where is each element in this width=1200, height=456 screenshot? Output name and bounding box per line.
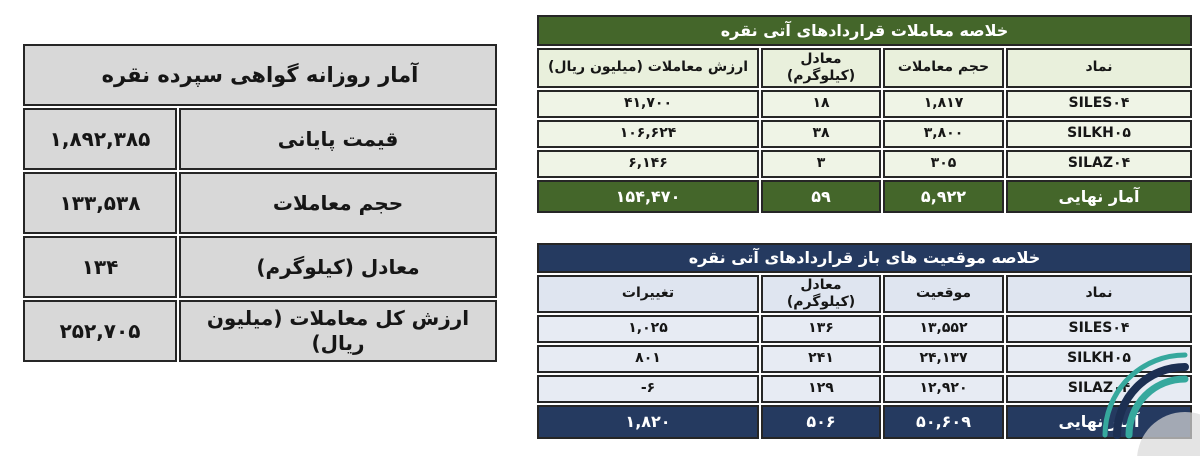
positions-table-title: خلاصه موقعیت های باز قراردادهای آتی نقره — [537, 243, 1192, 273]
column-header-symbol: نماد — [1006, 275, 1192, 313]
table-footer-row: آمار نهایی ۵,۹۲۲ ۵۹ ۱۵۴,۴۷۰ — [537, 180, 1192, 213]
final-change-cell: ۱,۸۲۰ — [537, 405, 759, 439]
volume-cell: ۳۰۵ — [883, 150, 1004, 178]
table-row: ارزش کل معاملات (میلیون ریال) ۲۵۲,۷۰۵ — [23, 300, 497, 362]
table-row: SILAZ۰۴ ۱۲,۹۲۰ ۱۲۹ -۶ — [537, 375, 1192, 403]
closing-price-value: ۱,۸۹۲,۳۸۵ — [23, 108, 177, 170]
symbol-cell: SILES۰۴ — [1006, 90, 1192, 118]
daily-certificate-table: آمار روزانه گواهی سپرده نقره قیمت پایانی… — [23, 44, 497, 362]
change-cell: ۸۰۱ — [537, 345, 759, 373]
column-header-position: موقعیت — [883, 275, 1004, 313]
total-value-value: ۲۵۲,۷۰۵ — [23, 300, 177, 362]
value-cell: ۶,۱۴۶ — [537, 150, 759, 178]
kg-cell: ۲۴۱ — [761, 345, 881, 373]
final-stats-label: آمار نهایی — [1006, 180, 1192, 213]
futures-trades-table: خلاصه معاملات قراردادهای آتی نقره نماد ح… — [537, 15, 1192, 213]
change-cell: -۶ — [537, 375, 759, 403]
column-header-kg: معادل (کیلوگرم) — [761, 275, 881, 313]
daily-table-title: آمار روزانه گواهی سپرده نقره — [23, 44, 497, 106]
table-row: قیمت پایانی ۱,۸۹۲,۳۸۵ — [23, 108, 497, 170]
table-row: معادل (کیلوگرم) ۱۳۴ — [23, 236, 497, 298]
table-row: SILKH۰۵ ۲۴,۱۳۷ ۲۴۱ ۸۰۱ — [537, 345, 1192, 373]
kg-cell: ۱۲۹ — [761, 375, 881, 403]
open-positions-table: خلاصه موقعیت های باز قراردادهای آتی نقره… — [537, 243, 1192, 439]
closing-price-label: قیمت پایانی — [179, 108, 497, 170]
kg-cell: ۳ — [761, 150, 881, 178]
symbol-cell: SILKH۰۵ — [1006, 345, 1192, 373]
table-row: SILKH۰۵ ۳,۸۰۰ ۳۸ ۱۰۶,۶۲۴ — [537, 120, 1192, 148]
table-row: حجم معاملات ۱۳۳,۵۳۸ — [23, 172, 497, 234]
table-title-row: آمار روزانه گواهی سپرده نقره — [23, 44, 497, 106]
trade-volume-value: ۱۳۳,۵۳۸ — [23, 172, 177, 234]
table-footer-row: آمار نهایی ۵۰,۶۰۹ ۵۰۶ ۱,۸۲۰ — [537, 405, 1192, 439]
position-cell: ۱۲,۹۲۰ — [883, 375, 1004, 403]
final-position-cell: ۵۰,۶۰۹ — [883, 405, 1004, 439]
table-title-row: خلاصه معاملات قراردادهای آتی نقره — [537, 15, 1192, 46]
column-header-symbol: نماد — [1006, 48, 1192, 88]
column-header-kg: معادل (کیلوگرم) — [761, 48, 881, 88]
change-cell: ۱,۰۲۵ — [537, 315, 759, 343]
final-stats-label: آمار نهایی — [1006, 405, 1192, 439]
table-title-row: خلاصه موقعیت های باز قراردادهای آتی نقره — [537, 243, 1192, 273]
trades-table-title: خلاصه معاملات قراردادهای آتی نقره — [537, 15, 1192, 46]
final-kg-cell: ۵۹ — [761, 180, 881, 213]
column-header-volume: حجم معاملات — [883, 48, 1004, 88]
table-header-row: نماد موقعیت معادل (کیلوگرم) تغییرات — [537, 275, 1192, 313]
total-value-label: ارزش کل معاملات (میلیون ریال) — [179, 300, 497, 362]
final-value-cell: ۱۵۴,۴۷۰ — [537, 180, 759, 213]
table-row: SILES۰۴ ۱,۸۱۷ ۱۸ ۴۱,۷۰۰ — [537, 90, 1192, 118]
final-kg-cell: ۵۰۶ — [761, 405, 881, 439]
volume-cell: ۳,۸۰۰ — [883, 120, 1004, 148]
position-cell: ۱۳,۵۵۲ — [883, 315, 1004, 343]
column-header-value: ارزش معاملات (میلیون ریال) — [537, 48, 759, 88]
kg-equivalent-value: ۱۳۴ — [23, 236, 177, 298]
kg-cell: ۳۸ — [761, 120, 881, 148]
kg-cell: ۱۸ — [761, 90, 881, 118]
table-row: SILES۰۴ ۱۳,۵۵۲ ۱۳۶ ۱,۰۲۵ — [537, 315, 1192, 343]
trade-volume-label: حجم معاملات — [179, 172, 497, 234]
kg-equivalent-label: معادل (کیلوگرم) — [179, 236, 497, 298]
final-volume-cell: ۵,۹۲۲ — [883, 180, 1004, 213]
symbol-cell: SILES۰۴ — [1006, 315, 1192, 343]
volume-cell: ۱,۸۱۷ — [883, 90, 1004, 118]
kg-cell: ۱۳۶ — [761, 315, 881, 343]
value-cell: ۴۱,۷۰۰ — [537, 90, 759, 118]
symbol-cell: SILAZ۰۴ — [1006, 375, 1192, 403]
symbol-cell: SILAZ۰۴ — [1006, 150, 1192, 178]
value-cell: ۱۰۶,۶۲۴ — [537, 120, 759, 148]
symbol-cell: SILKH۰۵ — [1006, 120, 1192, 148]
position-cell: ۲۴,۱۳۷ — [883, 345, 1004, 373]
column-header-changes: تغییرات — [537, 275, 759, 313]
table-row: SILAZ۰۴ ۳۰۵ ۳ ۶,۱۴۶ — [537, 150, 1192, 178]
table-header-row: نماد حجم معاملات معادل (کیلوگرم) ارزش مع… — [537, 48, 1192, 88]
